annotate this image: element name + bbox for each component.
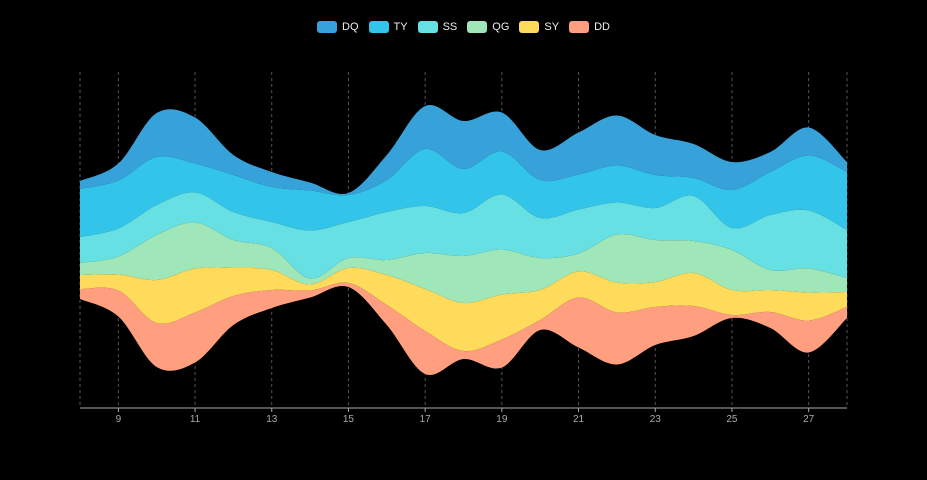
stream-layer-dq [80, 104, 847, 196]
legend-swatch [368, 21, 389, 33]
legend-swatch [569, 21, 590, 33]
x-tick-label: 9 [116, 414, 122, 425]
legend-label: DD [594, 21, 610, 33]
x-tick-label: 25 [726, 414, 738, 425]
legend-swatch [317, 21, 338, 33]
x-tick-label: 23 [650, 414, 662, 425]
x-tick-label: 15 [343, 414, 355, 425]
stream-layer-dd [80, 282, 847, 376]
stream-layer-sy [80, 267, 847, 352]
legend-label: SS [442, 21, 458, 33]
legend-item-ss[interactable]: SS [417, 21, 458, 33]
legend: DQ TY SS QG SY DD [0, 21, 927, 33]
x-tick-label: 21 [573, 414, 585, 425]
legend-item-dq[interactable]: DQ [317, 21, 359, 33]
stream-layer-qg [80, 222, 847, 304]
x-tick-label: 11 [190, 414, 201, 425]
legend-swatch [417, 21, 438, 33]
stream-layer-ty [80, 148, 847, 237]
legend-item-qg[interactable]: QG [467, 21, 509, 33]
legend-item-ty[interactable]: TY [368, 21, 408, 33]
legend-label: TY [393, 21, 408, 33]
legend-swatch [519, 21, 540, 33]
legend-item-sy[interactable]: SY [519, 21, 559, 33]
x-tick-label: 17 [420, 414, 432, 425]
x-tick-label: 19 [496, 414, 508, 425]
x-tick-label: 27 [803, 414, 815, 425]
legend-swatch [467, 21, 488, 33]
stream-layer-ss [80, 192, 847, 279]
legend-label: QG [492, 21, 510, 33]
legend-label: SY [544, 21, 560, 33]
x-tick-label: 13 [266, 414, 278, 425]
legend-item-dd[interactable]: DD [569, 21, 610, 33]
legend-label: DQ [342, 21, 359, 33]
